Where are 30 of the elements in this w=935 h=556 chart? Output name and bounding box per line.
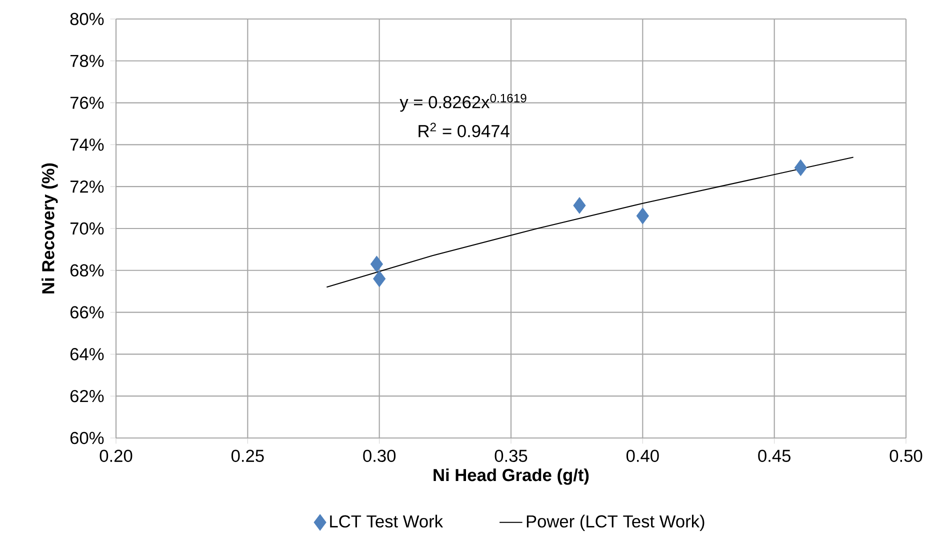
x-tick-label: 0.25	[231, 450, 264, 462]
x-tick-label: 0.30	[363, 450, 396, 462]
y-tick-label: 70%	[70, 222, 104, 235]
y-tick-label: 68%	[70, 264, 104, 277]
legend-label: LCT Test Work	[330, 514, 444, 528]
legend-label: Power (LCT Test Work)	[526, 514, 704, 531]
y-tick-label: 72%	[70, 180, 104, 193]
x-tick-label: 0.35	[494, 450, 528, 462]
y-tick-label: 64%	[70, 348, 104, 360]
point	[573, 197, 586, 214]
x-axis-title: Ni Head Grade (g/t)	[434, 468, 589, 485]
x-tick-label: 0.45	[758, 450, 790, 462]
line-series	[326, 156, 854, 288]
x-tick-label: 0.20	[100, 450, 132, 462]
x-tick-label: 0.40	[626, 450, 659, 462]
y-tick-label: 74%	[70, 138, 104, 151]
point	[370, 256, 383, 272]
y-axis-title: Ni Recovery (%)	[42, 163, 58, 294]
point	[636, 208, 649, 224]
annotation: y = 0.8262x$^{0.1619}$	[400, 94, 526, 112]
y-tick-label: 62%	[70, 390, 104, 402]
y-tick-label: 60%	[70, 432, 104, 444]
y-tick-label: 80%	[70, 12, 104, 26]
annotation: R$^{2}$ = 0.9474	[418, 122, 510, 138]
y-tick-label: 78%	[70, 54, 104, 68]
x-tick-label: 0.50	[890, 450, 922, 462]
y-tick-label: 76%	[70, 96, 104, 109]
point	[794, 159, 807, 176]
y-tick-label: 66%	[70, 306, 104, 318]
point	[373, 270, 386, 288]
